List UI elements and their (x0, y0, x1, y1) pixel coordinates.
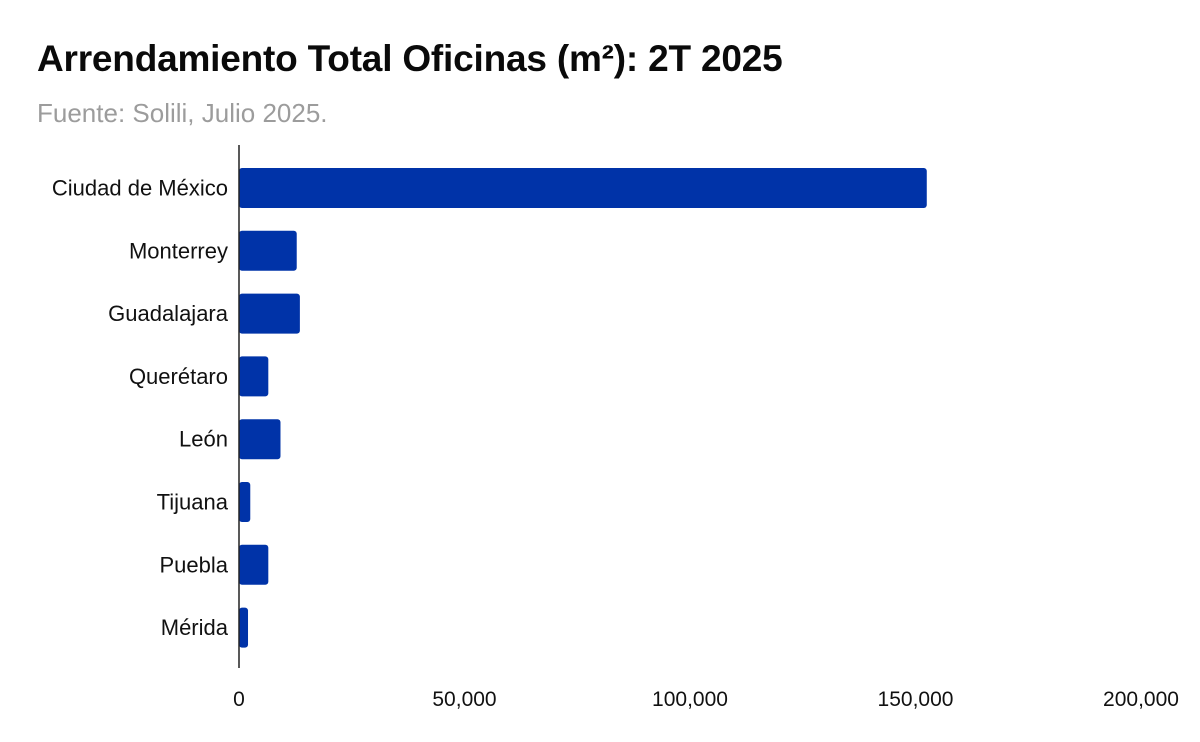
category-label: Monterrey (129, 238, 228, 263)
x-tick-label: 150,000 (878, 688, 954, 711)
bar-3 (239, 356, 269, 397)
bar-5 (239, 482, 251, 522)
bar-4 (239, 419, 281, 460)
category-label: Puebla (159, 552, 228, 577)
bar-6 (239, 544, 269, 585)
x-tick-label: 200,000 (1103, 688, 1179, 711)
category-labels: Ciudad de México Monterrey Guadalajara Quer… (52, 176, 229, 641)
bar-7 (239, 607, 249, 648)
x-tick-label: 100,000 (652, 688, 728, 711)
bar-1 (239, 230, 297, 271)
chart-subtitle: Fuente: Solili, Julio 2025. (37, 98, 328, 128)
category-label: Querétaro (129, 364, 228, 389)
category-label: Guadalajara (108, 301, 229, 326)
bars-group (239, 168, 927, 648)
x-tick-label: 0 (233, 688, 245, 711)
x-tick-label: 50,000 (432, 688, 496, 711)
bar-0 (239, 168, 927, 208)
x-axis-ticks: 0 50,000 100,000 150,000 200,000 (233, 688, 1179, 711)
bar-2 (239, 293, 300, 334)
category-label: Mérida (161, 615, 229, 640)
chart-title: Arrendamiento Total Oficinas (m²): 2T 20… (37, 38, 783, 79)
category-label: Ciudad de México (52, 176, 228, 201)
category-label: León (179, 427, 228, 452)
category-label: Tijuana (157, 490, 229, 515)
